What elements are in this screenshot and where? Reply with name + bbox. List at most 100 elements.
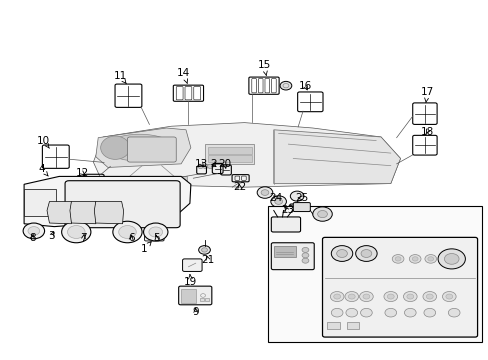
Circle shape xyxy=(360,249,371,257)
Circle shape xyxy=(362,294,369,299)
Circle shape xyxy=(197,164,203,168)
Circle shape xyxy=(207,164,213,168)
Circle shape xyxy=(423,309,435,317)
Text: 5: 5 xyxy=(153,233,160,243)
Bar xyxy=(24,189,56,216)
Bar xyxy=(122,176,135,181)
Circle shape xyxy=(394,257,400,261)
Polygon shape xyxy=(96,128,190,167)
FancyBboxPatch shape xyxy=(178,286,211,305)
Circle shape xyxy=(28,226,40,235)
Bar xyxy=(119,219,136,222)
Circle shape xyxy=(302,247,308,252)
Circle shape xyxy=(336,249,346,257)
Circle shape xyxy=(408,255,420,263)
Circle shape xyxy=(312,207,331,221)
Circle shape xyxy=(290,191,304,201)
Circle shape xyxy=(270,196,286,207)
FancyBboxPatch shape xyxy=(271,243,314,270)
Circle shape xyxy=(426,294,432,299)
Text: 10: 10 xyxy=(37,136,50,148)
Circle shape xyxy=(317,211,327,218)
Polygon shape xyxy=(273,130,400,184)
FancyBboxPatch shape xyxy=(271,217,300,232)
Text: 4: 4 xyxy=(39,164,48,176)
Circle shape xyxy=(198,246,210,254)
Bar xyxy=(68,219,84,222)
FancyBboxPatch shape xyxy=(144,230,163,241)
Circle shape xyxy=(360,309,371,317)
Bar xyxy=(205,298,209,301)
Text: 2: 2 xyxy=(210,159,217,169)
Text: 3: 3 xyxy=(48,231,55,240)
Bar xyxy=(26,213,41,218)
Ellipse shape xyxy=(105,134,173,161)
Text: 16: 16 xyxy=(298,81,311,91)
Bar xyxy=(205,144,254,164)
Text: 15: 15 xyxy=(257,60,270,76)
Circle shape xyxy=(347,294,354,299)
Circle shape xyxy=(302,258,308,263)
Circle shape xyxy=(119,226,136,238)
Circle shape xyxy=(442,292,455,302)
Text: 7: 7 xyxy=(80,233,87,243)
Circle shape xyxy=(444,253,458,264)
Circle shape xyxy=(383,292,397,302)
Circle shape xyxy=(427,257,433,261)
Circle shape xyxy=(23,223,44,239)
Text: 6: 6 xyxy=(128,233,134,243)
Text: 9: 9 xyxy=(192,307,199,317)
Circle shape xyxy=(37,201,44,206)
Circle shape xyxy=(36,194,43,199)
Polygon shape xyxy=(47,202,73,224)
Text: 1: 1 xyxy=(141,242,151,254)
Text: 20: 20 xyxy=(218,159,231,169)
Circle shape xyxy=(384,309,396,317)
Text: 12: 12 xyxy=(75,168,88,178)
Circle shape xyxy=(302,253,308,258)
Circle shape xyxy=(330,246,352,261)
Circle shape xyxy=(202,164,208,168)
Circle shape xyxy=(424,255,436,263)
Bar xyxy=(346,322,358,329)
Circle shape xyxy=(330,309,342,317)
Circle shape xyxy=(406,294,413,299)
FancyBboxPatch shape xyxy=(182,259,202,271)
Bar xyxy=(175,176,187,181)
FancyBboxPatch shape xyxy=(65,181,180,228)
Text: 8: 8 xyxy=(29,233,36,243)
Bar xyxy=(199,298,203,301)
Circle shape xyxy=(403,292,416,302)
FancyBboxPatch shape xyxy=(322,237,477,337)
Circle shape xyxy=(257,187,272,198)
Text: 13: 13 xyxy=(195,159,208,169)
Circle shape xyxy=(355,246,376,261)
Circle shape xyxy=(411,257,417,261)
Polygon shape xyxy=(94,202,123,224)
Circle shape xyxy=(404,309,415,317)
Circle shape xyxy=(330,292,343,302)
Text: 25: 25 xyxy=(295,193,308,203)
Polygon shape xyxy=(93,123,400,187)
Circle shape xyxy=(344,292,358,302)
Text: 21: 21 xyxy=(201,255,214,265)
Circle shape xyxy=(422,292,436,302)
Text: 19: 19 xyxy=(184,274,197,287)
Text: 18: 18 xyxy=(420,127,433,136)
Circle shape xyxy=(274,199,282,204)
Text: 17: 17 xyxy=(420,87,433,103)
Bar xyxy=(273,246,295,257)
Text: 24: 24 xyxy=(269,193,282,203)
Bar xyxy=(267,206,482,342)
Circle shape xyxy=(333,294,340,299)
Polygon shape xyxy=(70,202,98,224)
Text: 23: 23 xyxy=(280,206,293,216)
Polygon shape xyxy=(24,176,190,226)
Circle shape xyxy=(359,292,372,302)
Circle shape xyxy=(113,221,142,243)
FancyBboxPatch shape xyxy=(293,203,310,212)
Circle shape xyxy=(345,309,357,317)
Circle shape xyxy=(445,294,452,299)
Circle shape xyxy=(26,194,33,199)
Circle shape xyxy=(201,248,207,252)
